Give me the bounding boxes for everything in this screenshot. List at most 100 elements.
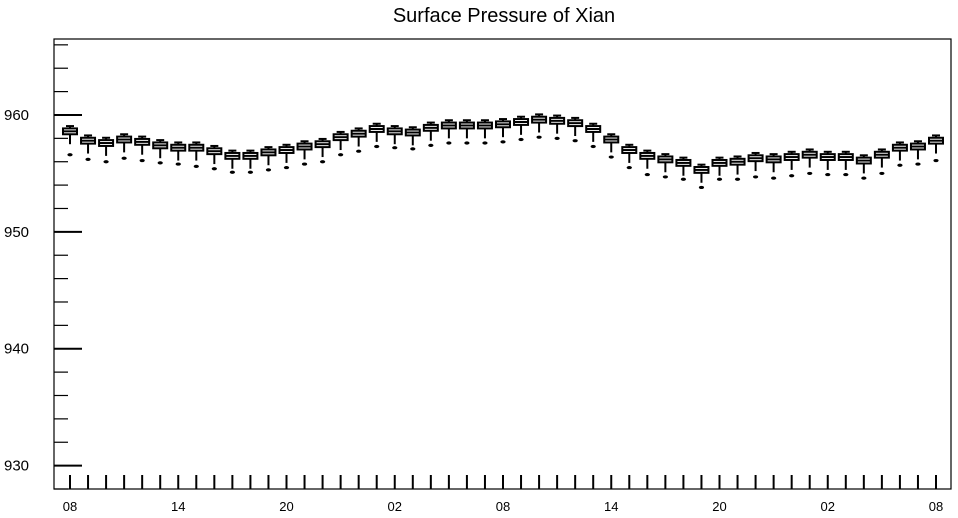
box-41 [801, 148, 818, 176]
box-29 [585, 122, 602, 149]
box-0 [62, 125, 78, 157]
box-25 [513, 115, 530, 142]
box-11 [260, 146, 277, 172]
outlier-point [897, 163, 903, 167]
box-6 [170, 141, 187, 166]
plot-frame [53, 38, 952, 490]
box-39 [765, 153, 782, 180]
outlier-point [301, 162, 308, 166]
outlier-point [843, 172, 849, 177]
outlier-point [338, 153, 344, 157]
outlier-point [139, 158, 145, 163]
outlier-point [319, 160, 326, 164]
outlier-point [247, 170, 254, 174]
y-tick-label: 930 [4, 458, 29, 475]
box-15 [332, 130, 349, 157]
box-21 [440, 119, 457, 145]
outlier-point [392, 146, 398, 150]
outlier-point [518, 137, 524, 142]
outlier-point [554, 136, 560, 140]
outlier-point [103, 160, 109, 164]
x-tick-label: 20 [279, 499, 293, 514]
box-36 [711, 156, 728, 181]
box-46 [891, 141, 908, 167]
outlier-point [121, 156, 127, 160]
outlier-point [608, 155, 614, 159]
outlier-point [211, 167, 217, 171]
box-3 [116, 133, 133, 160]
y-tick-label: 940 [4, 341, 29, 358]
box-34 [675, 156, 692, 181]
box-12 [278, 143, 295, 170]
outlier-point [193, 164, 199, 169]
box-4 [134, 135, 151, 163]
outlier-point [789, 174, 795, 178]
outlier-point [175, 162, 181, 166]
box-9 [224, 149, 241, 174]
y-tick-label: 960 [4, 107, 29, 124]
box-22 [458, 119, 475, 145]
box-1 [80, 134, 97, 161]
box-45 [873, 148, 890, 176]
box-35 [693, 163, 710, 190]
box-2 [98, 136, 115, 164]
y-tick-label: 950 [4, 224, 29, 241]
box-10 [242, 149, 259, 174]
x-tick-label: 14 [604, 499, 618, 514]
outlier-point [825, 172, 831, 177]
outlier-point [590, 144, 596, 149]
x-tick-label: 08 [929, 499, 943, 514]
outlier-point [410, 147, 416, 151]
outlier-point [67, 153, 73, 157]
outlier-point [662, 175, 668, 179]
box-24 [495, 118, 511, 144]
outlier-point [572, 139, 578, 143]
outlier-point [85, 157, 91, 161]
outlier-point [626, 165, 632, 170]
outlier-point [915, 162, 921, 166]
box-31 [621, 143, 638, 170]
outlier-point [464, 141, 470, 145]
box-26 [531, 113, 548, 139]
outlier-point [356, 149, 362, 153]
outlier-point [698, 185, 705, 190]
box-16 [350, 127, 367, 153]
box-13 [296, 140, 313, 166]
box-5 [152, 139, 169, 165]
outlier-point [879, 171, 885, 176]
box-30 [603, 133, 620, 159]
box-8 [206, 144, 223, 171]
y-axis: 930 940 950 960 [4, 44, 82, 490]
box-48 [928, 134, 944, 163]
box-17 [368, 122, 385, 149]
box-28 [567, 116, 584, 143]
box-7 [188, 141, 205, 169]
box-42 [819, 150, 836, 177]
outlier-point [752, 175, 759, 179]
x-tick-label: 14 [171, 499, 185, 514]
box-20 [422, 121, 439, 147]
box-18 [386, 125, 403, 150]
outlier-point [446, 141, 452, 145]
outlier-point [374, 144, 380, 149]
box-19 [404, 126, 421, 151]
chart-title: Surface Pressure of Xian [393, 5, 615, 27]
outlier-point [933, 158, 939, 163]
box-43 [837, 150, 854, 177]
box-32 [639, 149, 656, 177]
x-tick-label: 20 [712, 499, 726, 514]
outlier-point [482, 141, 488, 145]
box-33 [657, 153, 674, 179]
box-23 [476, 119, 493, 145]
outlier-point [734, 177, 741, 181]
x-tick-label: 08 [63, 499, 77, 514]
box-47 [909, 140, 926, 166]
x-axis: 08 14 20 02 08 14 20 02 08 [63, 475, 943, 514]
outlier-point [861, 176, 867, 180]
box-40 [783, 150, 800, 178]
box-37 [729, 155, 746, 181]
x-tick-label: 02 [388, 499, 402, 514]
x-tick-label: 08 [496, 499, 510, 514]
outlier-point [680, 177, 687, 181]
outlier-point [644, 172, 650, 177]
